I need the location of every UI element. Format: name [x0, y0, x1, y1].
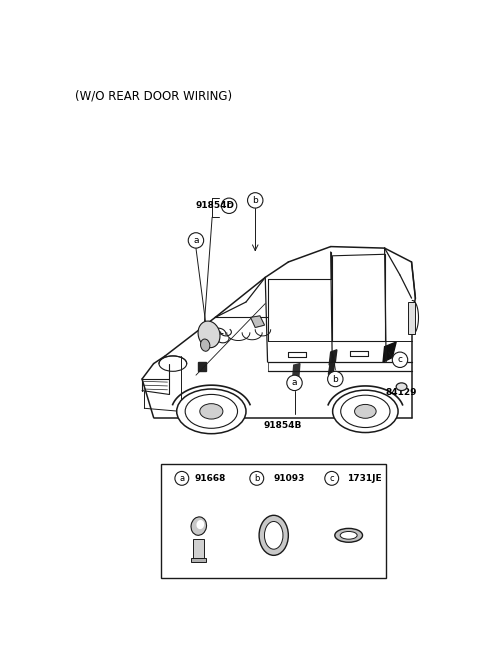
- Text: a: a: [179, 474, 184, 483]
- Text: c: c: [227, 201, 231, 211]
- Bar: [191, 558, 206, 562]
- Polygon shape: [328, 363, 335, 375]
- Bar: [161, 464, 386, 578]
- Circle shape: [325, 472, 339, 485]
- Circle shape: [248, 193, 263, 208]
- Ellipse shape: [177, 389, 246, 434]
- Text: b: b: [254, 474, 260, 483]
- Circle shape: [175, 472, 189, 485]
- Circle shape: [287, 375, 302, 390]
- Ellipse shape: [191, 517, 206, 535]
- Text: 84129: 84129: [385, 388, 417, 398]
- Ellipse shape: [201, 339, 210, 351]
- Ellipse shape: [264, 522, 283, 549]
- Ellipse shape: [185, 394, 238, 428]
- Ellipse shape: [341, 395, 390, 428]
- Bar: [408, 302, 415, 335]
- Text: (W/O REAR DOOR WIRING): (W/O REAR DOOR WIRING): [75, 89, 232, 102]
- Polygon shape: [198, 362, 206, 371]
- Polygon shape: [292, 363, 300, 384]
- Circle shape: [221, 198, 237, 213]
- Ellipse shape: [340, 531, 357, 539]
- Polygon shape: [329, 350, 337, 365]
- Text: 1731JE: 1731JE: [347, 474, 382, 483]
- Bar: [193, 539, 204, 561]
- Text: c: c: [397, 356, 403, 364]
- Ellipse shape: [396, 383, 407, 390]
- Circle shape: [328, 371, 343, 387]
- Text: b: b: [252, 196, 258, 205]
- Polygon shape: [251, 316, 264, 327]
- Polygon shape: [383, 342, 396, 362]
- Text: a: a: [292, 379, 297, 388]
- Ellipse shape: [259, 516, 288, 556]
- Text: 91093: 91093: [274, 474, 305, 483]
- Ellipse shape: [335, 528, 362, 543]
- Circle shape: [392, 352, 408, 367]
- Ellipse shape: [198, 321, 220, 348]
- Circle shape: [250, 472, 264, 485]
- Ellipse shape: [196, 520, 204, 529]
- Text: 91854D: 91854D: [195, 201, 234, 211]
- Text: 91668: 91668: [194, 474, 226, 483]
- Text: 91854B: 91854B: [264, 421, 302, 430]
- Ellipse shape: [355, 405, 376, 419]
- Text: b: b: [333, 375, 338, 384]
- Ellipse shape: [333, 390, 398, 432]
- Text: a: a: [193, 236, 199, 245]
- Ellipse shape: [200, 403, 223, 419]
- Polygon shape: [251, 316, 264, 327]
- Circle shape: [188, 233, 204, 248]
- Text: c: c: [329, 474, 334, 483]
